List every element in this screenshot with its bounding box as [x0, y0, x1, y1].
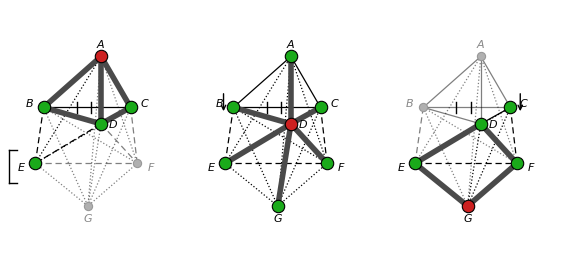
- Text: $\mathit{E}$: $\mathit{E}$: [396, 161, 406, 173]
- Text: $\mathit{G}$: $\mathit{G}$: [463, 212, 472, 224]
- Point: [316, 105, 325, 110]
- Text: $\mathit{B}$: $\mathit{B}$: [25, 97, 34, 109]
- Point: [411, 161, 420, 165]
- Text: $\mathit{F}$: $\mathit{F}$: [147, 161, 156, 173]
- Point: [287, 122, 296, 126]
- Point: [287, 54, 296, 59]
- Point: [476, 54, 486, 59]
- Point: [323, 161, 332, 165]
- Point: [126, 105, 135, 110]
- Point: [513, 161, 522, 165]
- Text: $\mathit{D}$: $\mathit{D}$: [488, 118, 498, 130]
- Point: [97, 122, 106, 126]
- Text: $\mathit{B}$: $\mathit{B}$: [405, 97, 414, 109]
- Text: $\mathit{E}$: $\mathit{E}$: [17, 161, 26, 173]
- Point: [506, 105, 515, 110]
- Text: $\mathit{G}$: $\mathit{G}$: [83, 212, 93, 224]
- Point: [273, 204, 283, 208]
- Point: [476, 122, 486, 126]
- Point: [31, 161, 40, 165]
- Text: $\mathit{E}$: $\mathit{E}$: [206, 161, 216, 173]
- Point: [84, 204, 93, 208]
- Text: $\mathit{D}$: $\mathit{D}$: [298, 118, 308, 130]
- Point: [133, 161, 142, 165]
- Text: $\mathit{G}$: $\mathit{G}$: [273, 212, 283, 224]
- Text: $\mathit{D}$: $\mathit{D}$: [108, 118, 118, 130]
- Text: $\mathit{C}$: $\mathit{C}$: [329, 97, 339, 109]
- Point: [39, 105, 48, 110]
- Point: [419, 105, 428, 110]
- Point: [463, 204, 472, 208]
- Text: $\mathit{B}$: $\mathit{B}$: [215, 97, 224, 109]
- Point: [229, 105, 238, 110]
- Point: [221, 161, 230, 165]
- Text: $\mathit{A}$: $\mathit{A}$: [96, 38, 106, 50]
- Text: $\mathit{A}$: $\mathit{A}$: [286, 38, 296, 50]
- Text: $\mathit{C}$: $\mathit{C}$: [519, 97, 529, 109]
- Text: $\mathit{A}$: $\mathit{A}$: [476, 38, 486, 50]
- Text: $\mathit{F}$: $\mathit{F}$: [337, 161, 345, 173]
- Text: $\mathit{F}$: $\mathit{F}$: [527, 161, 535, 173]
- Text: $\mathit{C}$: $\mathit{C}$: [140, 97, 149, 109]
- Point: [97, 54, 106, 59]
